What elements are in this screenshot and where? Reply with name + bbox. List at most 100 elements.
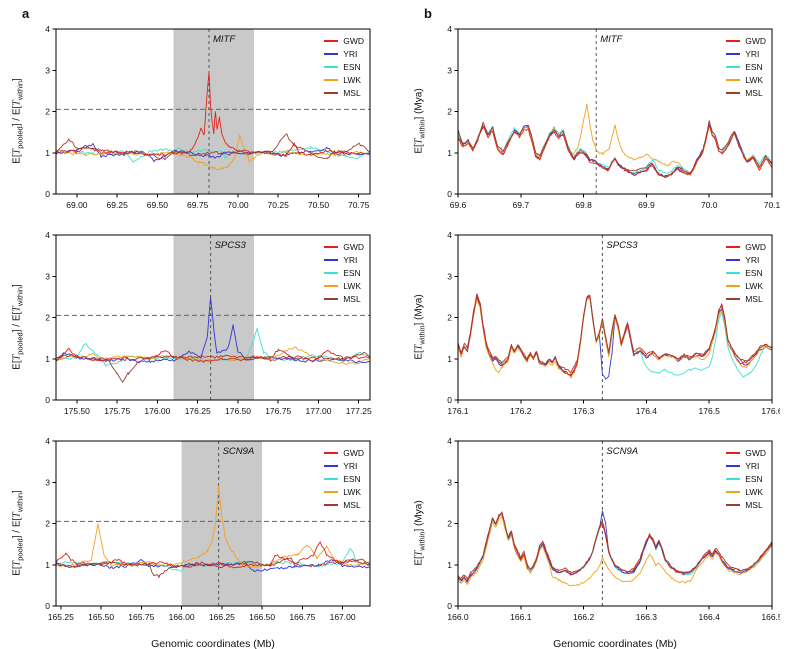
legend-entry-msl: MSL xyxy=(726,86,766,99)
x-tick-label: 70.0 xyxy=(701,200,718,210)
x-tick-label: 167.00 xyxy=(330,612,356,622)
legend-entry-msl: MSL xyxy=(726,498,766,511)
y-tick-label: 2 xyxy=(447,519,452,529)
legend-label: LWK xyxy=(343,486,362,497)
x-tick-label: 176.1 xyxy=(447,406,469,416)
legend-label: MSL xyxy=(745,293,763,304)
legend-label: LWK xyxy=(745,486,764,497)
y-tick-label: 4 xyxy=(45,436,50,446)
y-axis-label-wrap: E[Tpooled] / E[Twithin] xyxy=(10,230,26,424)
legend-line-swatch xyxy=(324,451,339,454)
legend-entry-esn: ESN xyxy=(324,60,364,73)
legend-label: YRI xyxy=(745,48,760,59)
x-tick-label: 69.50 xyxy=(147,200,169,210)
y-tick-label: 0 xyxy=(45,395,50,405)
legend-label: LWK xyxy=(745,280,764,291)
x-tick-label: 166.3 xyxy=(636,612,658,622)
y-tick-label: 1 xyxy=(45,560,50,570)
gene-label: MITF xyxy=(213,34,236,45)
legend-label: GWD xyxy=(745,447,766,458)
series-line-gwd xyxy=(457,124,773,178)
series-line-gwd xyxy=(55,347,371,363)
chart-wrap: 176.1 176.2 176.3 176.4 176.5 176.6 0 1 2 3 4 SPCS3… xyxy=(428,230,780,424)
legend-entry-lwk: LWK xyxy=(726,73,766,86)
y-tick-label: 0 xyxy=(447,601,452,611)
legend-label: GWD xyxy=(343,241,364,252)
y-tick-label: 4 xyxy=(447,230,452,240)
chart-wrap: 165.25 165.50 165.75 166.00 166.25 166.50 166.… xyxy=(26,436,378,630)
x-axis-label-b: Genomic coordinates (Mb) xyxy=(553,638,677,649)
y-axis-label-wrap: E[Tpooled] / E[Twithin] xyxy=(10,436,26,630)
x-tick-label: 69.7 xyxy=(513,200,530,210)
x-tick-label: 166.25 xyxy=(209,612,235,622)
x-tick-label: 176.75 xyxy=(265,406,291,416)
x-tick-label: 70.75 xyxy=(348,200,370,210)
y-tick-label: 2 xyxy=(447,313,452,323)
x-tick-label: 69.75 xyxy=(187,200,209,210)
legend-label: YRI xyxy=(343,254,358,265)
x-tick-label: 176.25 xyxy=(185,406,211,416)
legend-entry-msl: MSL xyxy=(726,292,766,305)
legend-line-swatch xyxy=(324,284,339,287)
legend-line-swatch xyxy=(726,490,741,493)
y-tick-label: 4 xyxy=(45,24,50,34)
legend-line-swatch xyxy=(324,297,339,300)
legend-line-swatch xyxy=(726,464,741,467)
y-tick-label: 0 xyxy=(447,189,452,199)
legend-entry-lwk: LWK xyxy=(324,279,364,292)
y-tick-label: 3 xyxy=(447,65,452,75)
legend-label: YRI xyxy=(745,460,760,471)
legend-label: GWD xyxy=(343,447,364,458)
legend-entry-yri: YRI xyxy=(324,459,364,472)
series-line-lwk xyxy=(457,103,773,176)
legend-line-swatch xyxy=(324,503,339,506)
x-tick-label: 176.50 xyxy=(225,406,251,416)
legend-line-swatch xyxy=(324,65,339,68)
x-tick-label: 70.1 xyxy=(764,200,780,210)
gene-label: SCN9A xyxy=(223,446,255,457)
legend-label: ESN xyxy=(745,61,763,72)
legend-line-swatch xyxy=(324,490,339,493)
chart-block-spcs3-twithin: E[Twithin] (Mya) 176.1 176.2 176.3 176.4 176… xyxy=(412,230,790,424)
x-tick-label: 70.50 xyxy=(308,200,330,210)
legend-entry-yri: YRI xyxy=(726,253,766,266)
x-tick-label: 165.50 xyxy=(88,612,114,622)
y-tick-label: 2 xyxy=(45,519,50,529)
legend-label: LWK xyxy=(745,74,764,85)
legend-entry-yri: YRI xyxy=(324,47,364,60)
y-tick-label: 2 xyxy=(45,107,50,117)
legend-line-swatch xyxy=(324,91,339,94)
y-tick-label: 0 xyxy=(45,189,50,199)
legend-label: YRI xyxy=(343,460,358,471)
axis-box xyxy=(457,28,773,195)
series-line-lwk xyxy=(457,296,773,379)
series-line-esn xyxy=(457,296,773,378)
legend-line-swatch xyxy=(726,503,741,506)
chart-block-mitf-twithin: E[Twithin] (Mya) 69.6 69.7 69.8 69.9 70.0 70.… xyxy=(412,24,790,218)
legend-label: MSL xyxy=(343,87,361,98)
x-tick-label: 176.3 xyxy=(573,406,595,416)
y-axis-label-wrap: E[Twithin] (Mya) xyxy=(412,436,428,630)
chart-wrap: 175.50 175.75 176.00 176.25 176.50 176.75 177.… xyxy=(26,230,378,424)
series-line-lwk xyxy=(457,516,773,587)
legend-line-swatch xyxy=(726,271,741,274)
legend: GWD YRI ESN LWK MSL xyxy=(726,34,766,99)
gene-label: SPCS3 xyxy=(606,240,638,251)
legend-entry-lwk: LWK xyxy=(726,279,766,292)
y-tick-label: 1 xyxy=(447,560,452,570)
y-tick-label: 4 xyxy=(447,436,452,446)
legend-entry-msl: MSL xyxy=(324,498,364,511)
chart-wrap: 69.6 69.7 69.8 69.9 70.0 70.1 0 1 2 3 4 MITF GWD YRI… xyxy=(428,24,780,218)
x-tick-label: 166.2 xyxy=(573,612,595,622)
x-tick-label: 166.5 xyxy=(761,612,780,622)
gene-label: SPCS3 xyxy=(215,240,247,251)
legend-line-swatch xyxy=(726,297,741,300)
series-line-msl xyxy=(55,348,371,383)
chart-svg-mitf-ratio: 69.00 69.25 69.50 69.75 70.00 70.25 70.50 70.75… xyxy=(45,24,371,210)
y-tick-label: 1 xyxy=(45,354,50,364)
chart-svg-mitf-twithin: 69.6 69.7 69.8 69.9 70.0 70.1 0 1 2 3 4 MITF xyxy=(447,24,780,210)
x-tick-label: 69.25 xyxy=(107,200,129,210)
legend-label: YRI xyxy=(745,254,760,265)
series-line-yri xyxy=(457,510,773,583)
legend-line-swatch xyxy=(726,258,741,261)
